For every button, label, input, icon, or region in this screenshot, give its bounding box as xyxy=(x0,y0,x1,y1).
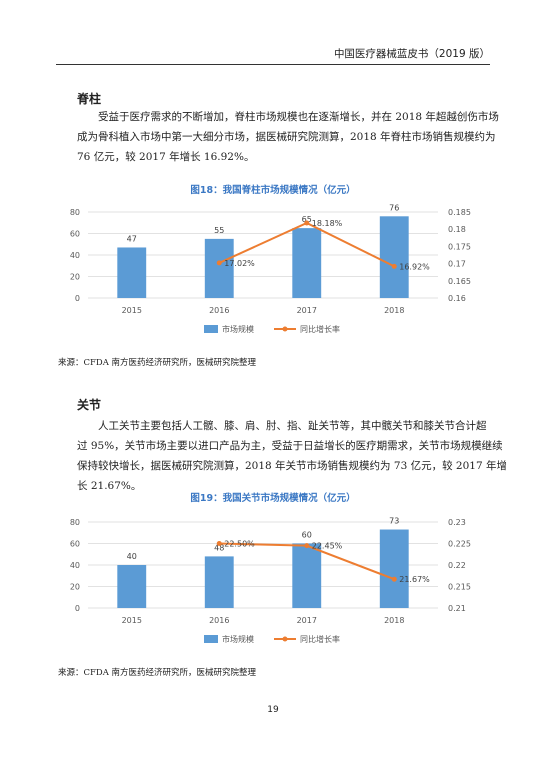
paragraph-line: 受益于医疗需求的不断增加，脊柱市场规模也在逐渐增长，并在 2018 年超越创伤市… xyxy=(98,111,499,123)
paragraph-line: 过 95%，关节市场主要以进口产品为主，受益于日益增长的医疗期需求，关节市场规模… xyxy=(77,440,503,452)
bar xyxy=(204,238,234,298)
paragraph-spine: 受益于医疗需求的不断增加，脊柱市场规模也在逐渐增长，并在 2018 年超越创伤市… xyxy=(77,107,499,167)
chart-spine: 0 20 40 60 80 0.16 0.165 0.17 0.175 0.18 0.185 47 20… xyxy=(70,203,471,334)
chart-title-spine: 图18：我国脊柱市场规模情况（亿元） xyxy=(190,185,356,196)
paragraph-line: 长 21.67%。 xyxy=(77,480,142,492)
bar-value-label: 48 xyxy=(214,543,224,552)
legend-swatch-bar xyxy=(204,325,218,333)
y-tick-label-left: 0 xyxy=(75,604,80,613)
section-heading-spine: 脊柱 xyxy=(77,92,102,106)
y-tick-label-right: 0.22 xyxy=(448,561,466,570)
x-tick-label: 2017 xyxy=(297,616,317,625)
legend-label-bar: 市场规模 xyxy=(222,324,254,334)
y-tick-label-left: 80 xyxy=(70,208,80,217)
growth-value-label: 18.18% xyxy=(312,219,343,228)
y-tick-label-right: 0.17 xyxy=(448,260,466,269)
growth-point xyxy=(216,541,222,546)
x-tick-label: 2016 xyxy=(209,306,229,315)
y-tick-label-right: 0.16 xyxy=(448,294,466,303)
growth-value-label: 17.02% xyxy=(224,259,255,268)
growth-value-label: 16.92% xyxy=(399,262,430,271)
legend-label-line: 同比增长率 xyxy=(300,634,340,644)
bar-value-label: 55 xyxy=(214,226,224,235)
page-number: 19 xyxy=(267,705,279,715)
header-rule xyxy=(56,64,490,65)
y-tick-label-left: 0 xyxy=(75,294,80,303)
bar-value-label: 40 xyxy=(127,552,137,561)
x-tick-label: 2018 xyxy=(384,306,404,315)
bar-value-label: 47 xyxy=(127,234,137,243)
legend-swatch-marker xyxy=(282,326,288,332)
x-tick-label: 2016 xyxy=(209,616,229,625)
growth-value-label: 22.50% xyxy=(224,540,255,549)
growth-point xyxy=(391,263,397,269)
bar-value-label: 65 xyxy=(302,215,312,224)
bar xyxy=(292,228,322,298)
bar xyxy=(204,556,234,608)
growth-point xyxy=(391,576,397,582)
y-tick-label-left: 80 xyxy=(70,518,80,527)
legend-label-line: 同比增长率 xyxy=(300,324,340,334)
paragraph-line: 成为骨科植入市场中第一大细分市场，据医械研究院测算，2018 年脊柱市场销售规模… xyxy=(77,131,496,143)
y-tick-label-right: 0.225 xyxy=(448,540,471,549)
growth-point xyxy=(216,260,222,266)
y-tick-label-left: 40 xyxy=(70,251,80,260)
y-tick-label-right: 0.215 xyxy=(448,583,471,592)
x-tick-label: 2018 xyxy=(384,616,404,625)
y-tick-label-left: 40 xyxy=(70,561,80,570)
y-tick-label-left: 20 xyxy=(70,583,80,592)
chart-joint: 0204060800.210.2150.220.2250.23402015482… xyxy=(70,517,471,644)
x-tick-label: 2017 xyxy=(297,306,317,315)
paragraph-line: 人工关节主要包括人工髋、膝、肩、肘、指、趾关节等，其中髋关节和膝关节合计超 xyxy=(98,420,487,432)
bar-value-label: 73 xyxy=(389,517,399,526)
x-tick-label: 2015 xyxy=(122,616,142,625)
paragraph-line: 保持较快增长，据医械研究院测算，2018 年关节市场销售规模约为 73 亿元，较… xyxy=(77,460,507,472)
y-tick-label-left: 60 xyxy=(70,540,80,549)
growth-point xyxy=(304,543,310,549)
section-heading-joint: 关节 xyxy=(77,398,102,412)
y-tick-label-right: 0.18 xyxy=(448,225,466,234)
chart-title-joint: 图19：我国关节市场规模情况（亿元） xyxy=(190,493,356,504)
bar xyxy=(292,543,322,608)
y-tick-label-left: 20 xyxy=(70,273,80,282)
source-note-joint: 来源：CFDA 南方医药经济研究所，医械研究院整理 xyxy=(58,668,257,678)
x-tick-label: 2015 xyxy=(122,306,142,315)
growth-value-label: 22.45% xyxy=(312,542,343,551)
growth-point xyxy=(304,220,310,226)
y-tick-label-left: 60 xyxy=(70,230,80,239)
legend-swatch-bar xyxy=(204,635,218,643)
y-tick-label-right: 0.23 xyxy=(448,518,466,527)
bar xyxy=(379,529,409,608)
growth-value-label: 21.67% xyxy=(399,575,430,584)
legend-swatch-marker xyxy=(282,636,288,642)
y-tick-label-right: 0.165 xyxy=(448,277,471,286)
header-title: 中国医疗器械蓝皮书（2019 版） xyxy=(333,48,490,60)
y-tick-label-right: 0.185 xyxy=(448,208,471,217)
bar-value-label: 60 xyxy=(302,531,312,540)
paragraph-joint: 人工关节主要包括人工髋、膝、肩、肘、指、趾关节等，其中髋关节和膝关节合计超 过 … xyxy=(77,416,507,496)
bar-value-label: 76 xyxy=(389,203,399,212)
y-tick-label-right: 0.175 xyxy=(448,242,471,251)
bar xyxy=(117,247,147,298)
bar xyxy=(379,216,409,298)
y-tick-label-right: 0.21 xyxy=(448,604,466,613)
legend-label-bar: 市场规模 xyxy=(222,634,254,644)
bar xyxy=(117,565,147,608)
paragraph-line: 76 亿元，较 2017 年增长 16.92%。 xyxy=(77,151,255,163)
source-note-spine: 来源：CFDA 南方医药经济研究所，医械研究院整理 xyxy=(58,358,257,368)
